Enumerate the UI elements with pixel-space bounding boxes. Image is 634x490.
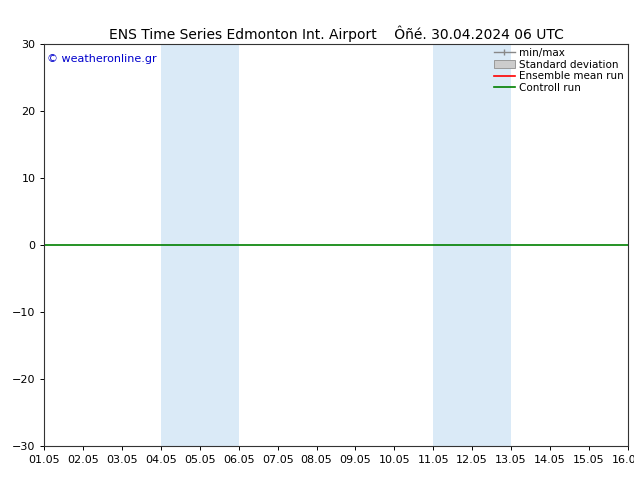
Text: © weatheronline.gr: © weatheronline.gr [48, 54, 157, 64]
Title: ENS Time Series Edmonton Int. Airport    Ôñé. 30.04.2024 06 UTC: ENS Time Series Edmonton Int. Airport Ôñ… [108, 25, 564, 42]
Bar [433, 44, 511, 446]
Bar [161, 44, 239, 446]
Legend: min/max, Standard deviation, Ensemble mean run, Controll run: min/max, Standard deviation, Ensemble me… [491, 46, 626, 95]
